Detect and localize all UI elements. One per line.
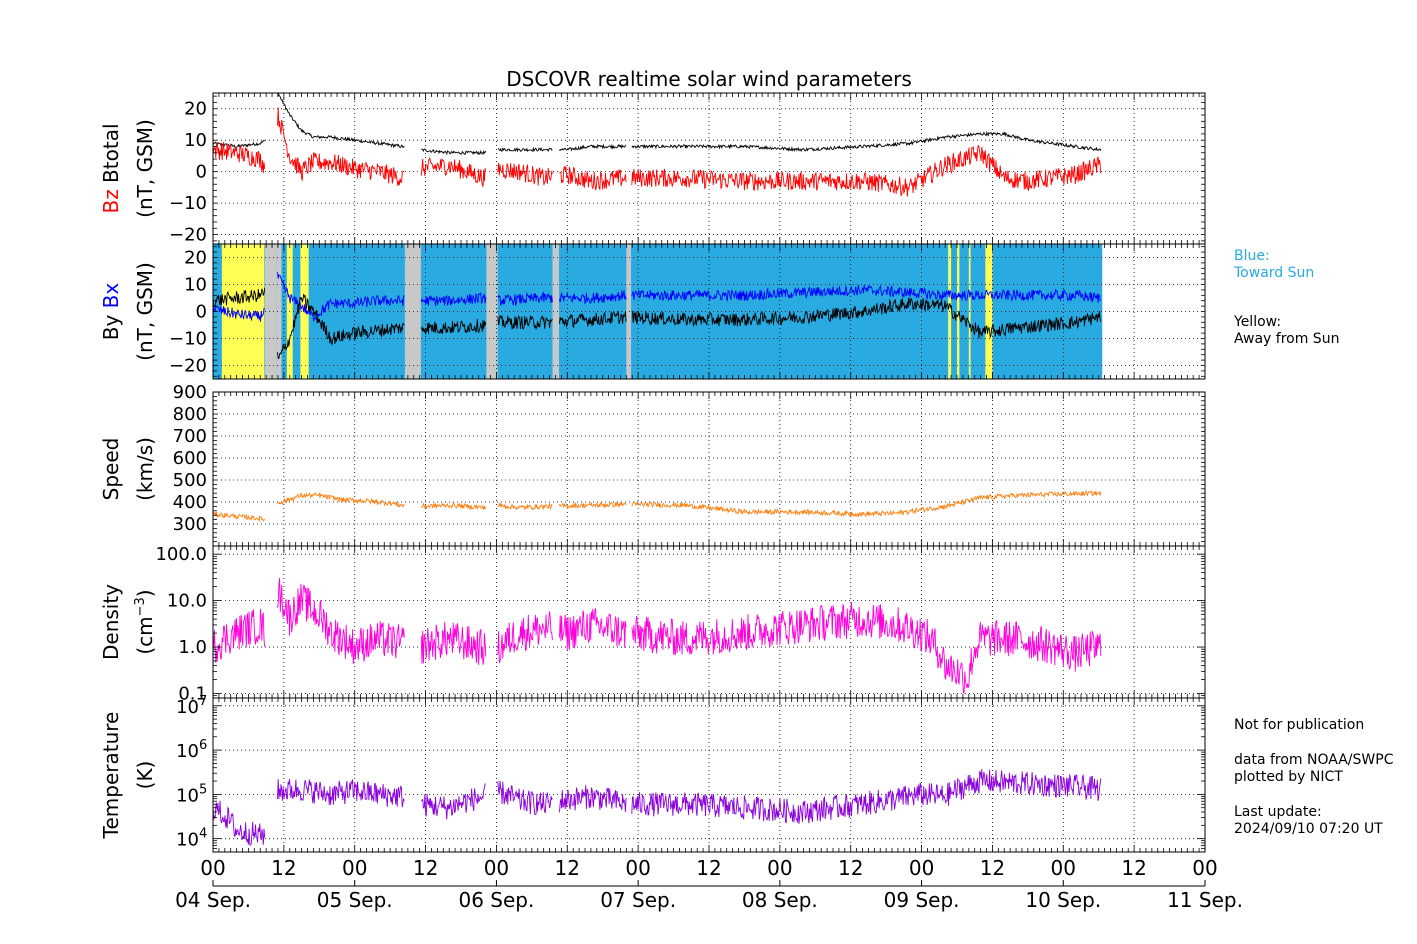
panel-btotal: 20 10 0 −10 −20 Bz Btotal (nT, GSM) (99, 91, 1206, 246)
y-axis-unit: (km/s) (133, 437, 157, 501)
y-tick-label: 300 (173, 514, 207, 535)
x-hour-label: 12 (696, 856, 721, 880)
x-hour-label: 12 (555, 856, 580, 880)
y-tick-label: 700 (173, 426, 207, 447)
y-tick-label: 900 (173, 382, 207, 403)
y-tick-label: −10 (169, 193, 207, 214)
x-hour-label: 00 (1051, 856, 1076, 880)
unit-base: (cm (133, 616, 157, 654)
y-axis-label-part: Btotal (99, 123, 123, 189)
y-tick-label: 500 (173, 470, 207, 491)
y-axis-label: By Bx (99, 283, 123, 341)
y-axis-label-part: Bx (99, 283, 123, 315)
x-date-label: 07 Sep. (600, 888, 676, 912)
sector-no-data (404, 244, 421, 379)
x-date-label: 05 Sep. (317, 888, 393, 912)
x-hour-label: 12 (1121, 856, 1146, 880)
panel-density: 100.0 10.0 1.0 0.1 Density (cm−3) (99, 544, 1206, 704)
y-tick-label: 0 (196, 302, 207, 323)
legend-yellow-away-from-sun: Yellow: Away from Sun (1234, 314, 1340, 347)
series-speed (212, 489, 1102, 523)
y-axis-label: Bz Btotal (99, 123, 123, 213)
x-hour-label: 00 (200, 856, 225, 880)
note-data-source: data from NOAA/SWPC plotted by NICT (1234, 752, 1394, 785)
y-tick-label: 10 (184, 275, 207, 296)
y-tick-label: 800 (173, 404, 207, 425)
x-date-label: 08 Sep. (742, 888, 818, 912)
series-bx (212, 272, 1102, 322)
x-hour-label: 00 (484, 856, 509, 880)
y-tick-label-exponent: 5 (199, 782, 207, 797)
y-tick-label: 600 (173, 448, 207, 469)
x-hour-label: 00 (1192, 856, 1217, 880)
x-date-label: 04 Sep. (175, 888, 251, 912)
sector-no-data (626, 244, 632, 379)
x-hour-label: 00 (909, 856, 934, 880)
series-btotal (212, 91, 1102, 156)
note-not-for-publication: Not for publication (1234, 717, 1365, 733)
y-axis-label: Temperature (99, 712, 123, 840)
x-date-label: 10 Sep. (1025, 888, 1101, 912)
y-tick-label: 0 (196, 162, 207, 183)
y-tick-label: 10 (184, 130, 207, 151)
sector-away-from-sun (957, 244, 960, 379)
y-tick-label: −20 (169, 225, 207, 246)
y-tick-label: 1.0 (178, 637, 207, 658)
legend-blue-toward-sun: Blue: Toward Sun (1234, 248, 1315, 281)
x-hour-label: 12 (980, 856, 1005, 880)
y-axis-unit: (nT, GSM) (133, 119, 157, 218)
chart-title: DSCOVR realtime solar wind parameters (506, 67, 912, 91)
series-temperature (212, 768, 1102, 846)
panel-by: 20 10 0 −10 −20 By Bx (nT, GSM) (99, 243, 1206, 380)
x-date-label: 11 Sep. (1167, 888, 1243, 912)
series-by (212, 287, 1102, 360)
x-hour-label: 12 (838, 856, 863, 880)
y-tick-label: 10 (176, 697, 199, 718)
y-tick-label: 10 (176, 785, 199, 806)
series-density (212, 577, 1102, 694)
unit-end: ) (133, 589, 157, 597)
x-hour-label: 12 (413, 856, 438, 880)
y-tick-label: 400 (173, 492, 207, 513)
y-tick-label: −20 (169, 356, 207, 377)
sector-no-data (486, 244, 498, 379)
sector-no-data (552, 244, 560, 379)
y-tick-label: 20 (184, 248, 207, 269)
x-hour-label: 12 (271, 856, 296, 880)
x-hour-label: 00 (767, 856, 792, 880)
y-tick-label: 10.0 (167, 591, 207, 612)
y-axis-unit: (nT, GSM) (133, 262, 157, 361)
y-tick-label: 0.1 (178, 683, 207, 704)
y-axis-unit: (K) (133, 761, 157, 790)
x-axis: 00 12 00 12 00 12 00 12 00 12 00 12 00 12 00 04 Sep. 05 … (175, 856, 1243, 912)
y-axis-label-part: Bz (99, 189, 123, 213)
x-date-label: 09 Sep. (884, 888, 960, 912)
x-hour-label: 00 (625, 856, 650, 880)
y-axis-label: Density (99, 584, 123, 660)
y-tick-label: 20 (184, 99, 207, 120)
sector-away-from-sun (985, 244, 993, 379)
y-axis-unit: (cm−3) (133, 589, 157, 654)
series-bz (212, 107, 1102, 197)
y-tick-label-exponent: 7 (199, 694, 207, 709)
y-tick-label: 100.0 (155, 544, 207, 565)
y-axis-label-part: By (99, 315, 123, 341)
y-tick-label: 10 (176, 741, 199, 762)
x-hour-label: 00 (342, 856, 367, 880)
y-tick-label-exponent: 6 (199, 738, 207, 753)
sector-no-data (276, 244, 282, 379)
panels-group: 20 10 0 −10 −20 Bz Btotal (nT, GSM) 20 10 0 −10 −20… (99, 91, 1206, 853)
y-tick-label-exponent: 4 (199, 827, 207, 842)
y-tick-label: 10 (176, 830, 199, 851)
unit-superscript: −3 (133, 597, 148, 616)
note-last-update: Last update: 2024/09/10 07:20 UT (1234, 804, 1383, 837)
y-tick-label: −10 (169, 329, 207, 350)
x-date-label: 06 Sep. (458, 888, 534, 912)
sector-no-data (264, 244, 277, 379)
y-axis-label: Speed (99, 438, 123, 501)
